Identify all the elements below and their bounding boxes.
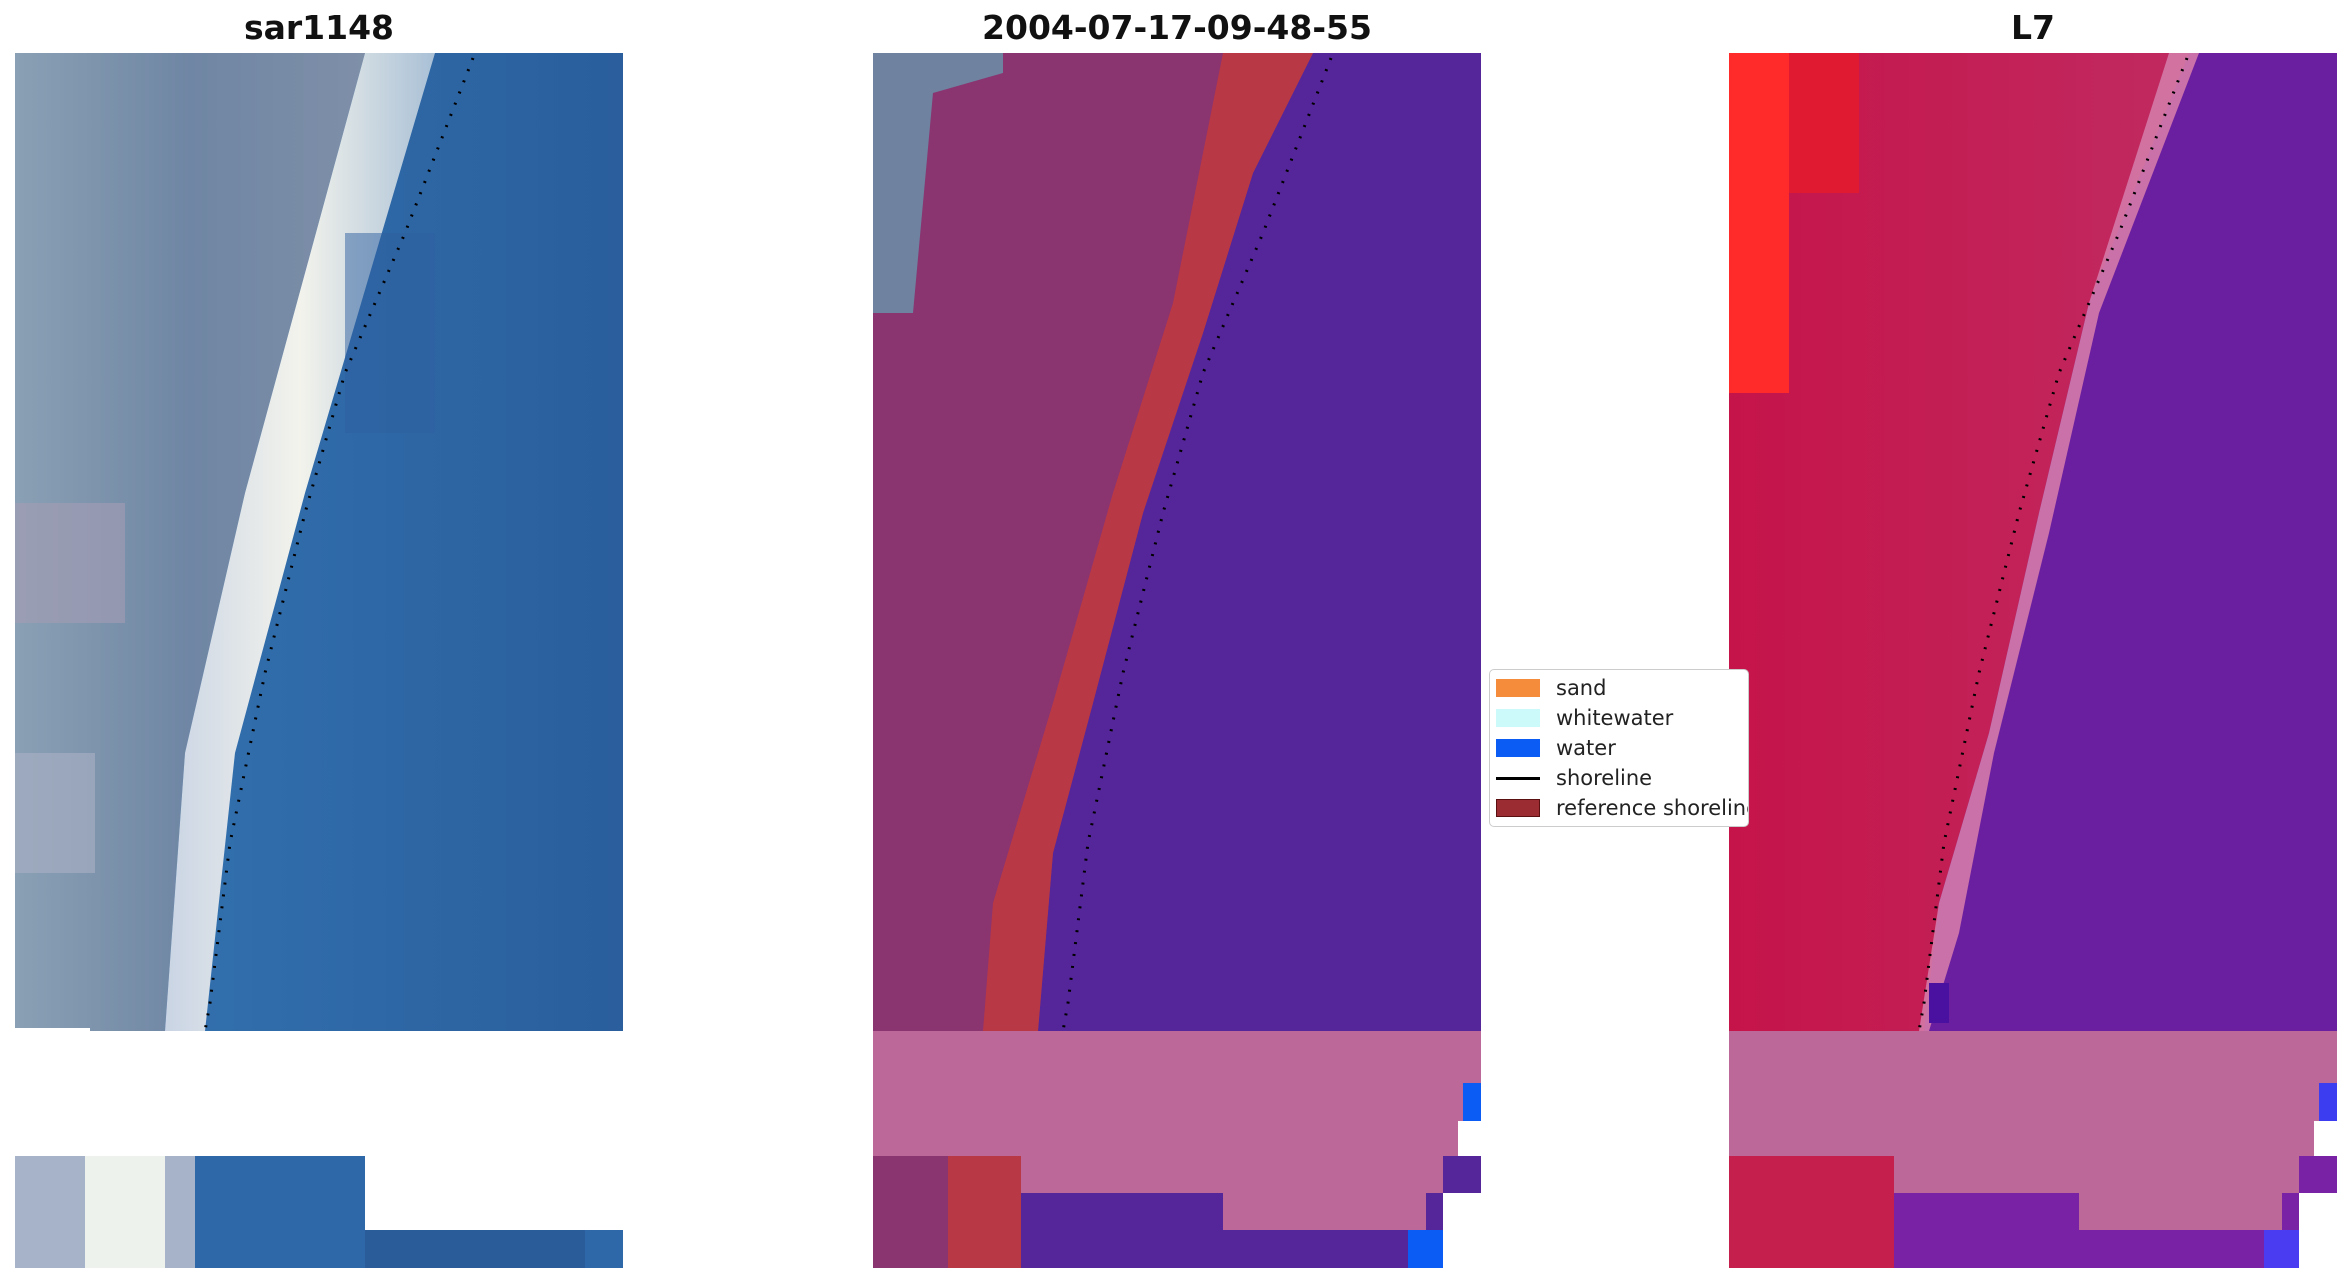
- classified-raster: [873, 53, 1481, 1268]
- satellite-rgb-image: [15, 53, 623, 1268]
- legend-label-whitewater: whitewater: [1556, 706, 1674, 730]
- legend-label-shoreline: shoreline: [1556, 766, 1653, 790]
- water-swatch: [1496, 739, 1540, 757]
- panel-title-classified: 2004-07-17-09-48-55: [982, 8, 1372, 47]
- false-color-image: [1729, 53, 2337, 1268]
- sand-swatch: [1496, 679, 1540, 697]
- legend-label-water: water: [1556, 736, 1616, 760]
- whitewater-swatch: [1496, 709, 1540, 727]
- legend-label-sand: sand: [1556, 676, 1607, 700]
- shoreline-line-swatch: [1496, 776, 1540, 780]
- legend: sand whitewater water shoreline referenc…: [1489, 669, 1749, 827]
- legend-label-reference-shoreline: reference shoreline: [1556, 796, 1749, 820]
- rgb-raster: [15, 53, 623, 1268]
- panel-title-rgb: sar1148: [243, 8, 395, 47]
- panel-title-false-color: L7: [2011, 8, 2055, 47]
- false-color-raster: [1729, 53, 2337, 1268]
- classified-image: [873, 53, 1481, 1268]
- legend-item-sand: sand: [1496, 674, 1606, 702]
- legend-item-reference-shoreline: reference shoreline: [1496, 794, 1749, 822]
- reference-shoreline-swatch: [1496, 799, 1540, 817]
- legend-item-whitewater: whitewater: [1496, 704, 1673, 732]
- legend-item-shoreline: shoreline: [1496, 764, 1652, 792]
- legend-item-water: water: [1496, 734, 1616, 762]
